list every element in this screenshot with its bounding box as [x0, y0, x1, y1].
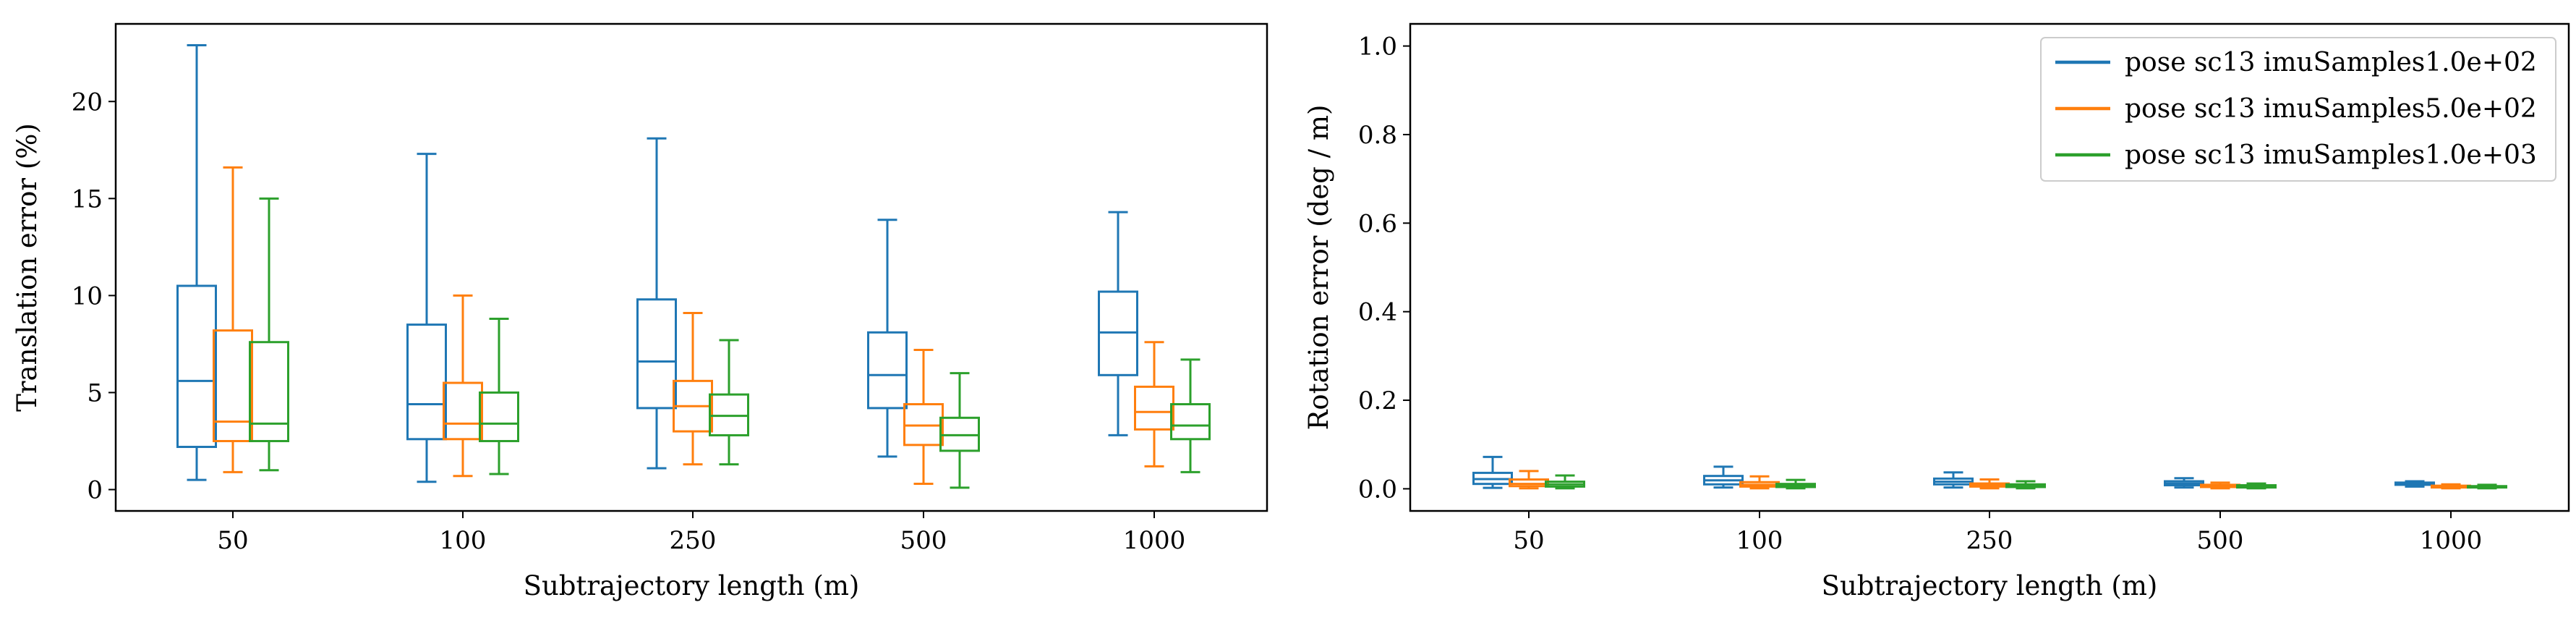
y-tick-label: 0.2 — [1358, 386, 1397, 415]
box-iqr — [1170, 403, 1211, 441]
box-s2-50 — [1509, 470, 1549, 490]
box-s3-250 — [2005, 480, 2046, 490]
legend: pose sc13 imuSamples1.0e+02 pose sc13 imu… — [2040, 37, 2556, 182]
box-iqr — [213, 329, 253, 442]
chart-panel-1: 0 5 10 15 20 50 100 250 500 1000 Subtrajectory len… — [12, 22, 1268, 601]
legend-entry: pose sc13 imuSamples1.0e+02 — [2125, 48, 2537, 77]
box-s3-500 — [2236, 482, 2277, 490]
box-s1-1000 — [2394, 480, 2435, 488]
box-s3-50 — [249, 197, 289, 472]
box-iqr — [1509, 478, 1549, 488]
x-tick-label: 1000 — [2420, 526, 2483, 555]
box-s2-1000 — [1134, 341, 1174, 468]
y-tick-label: 15 — [72, 185, 103, 213]
box-iqr — [867, 331, 908, 410]
y-tick-label: 5 — [87, 378, 103, 407]
box-iqr — [636, 298, 677, 410]
y-axis-label: Translation error (%) — [12, 123, 43, 412]
box-s2-50 — [213, 166, 253, 473]
legend-entry: pose sc13 imuSamples1.0e+03 — [2125, 140, 2537, 170]
y-tick-label: 0.0 — [1358, 475, 1397, 504]
box-s1-100 — [1703, 465, 1744, 489]
box-s1-50 — [1472, 455, 1513, 489]
box-iqr — [1134, 385, 1174, 431]
box-s3-50 — [1545, 474, 1585, 490]
box-s3-100 — [479, 318, 519, 475]
box-s1-250 — [636, 137, 677, 470]
legend-frame — [2040, 37, 2556, 182]
box-s2-250 — [673, 312, 713, 466]
x-tick-label: 250 — [670, 526, 717, 555]
box-s1-250 — [1933, 471, 1974, 489]
box-s2-100 — [1739, 475, 1780, 490]
y-tick-label: 0.8 — [1358, 121, 1397, 150]
box-s3-100 — [1775, 478, 1816, 490]
box-iqr — [406, 323, 447, 441]
x-tick-label: 500 — [2197, 526, 2244, 555]
x-tick-label: 50 — [1513, 526, 1544, 555]
box-s1-50 — [176, 43, 217, 481]
x-tick-label: 100 — [1736, 526, 1783, 555]
box-s1-500 — [867, 219, 908, 458]
box-s1-1000 — [1098, 211, 1138, 436]
x-axis-label: Subtrajectory length (m) — [1822, 570, 2158, 601]
x-tick-label: 250 — [1966, 526, 2013, 555]
y-axis-label: Rotation error (deg / m) — [1303, 105, 1334, 431]
box-s2-1000 — [2431, 483, 2471, 490]
y-tick-label: 0.6 — [1358, 209, 1397, 238]
box-iqr — [479, 391, 519, 442]
chart-panel-2: 0.0 0.2 0.4 0.6 0.8 1.0 50 100 250 500 1000 Subtraj… — [1303, 22, 2570, 601]
x-tick-label: 500 — [900, 526, 947, 555]
box-iqr — [443, 381, 483, 441]
box-s2-100 — [443, 294, 483, 478]
plot-frame — [114, 22, 1268, 512]
y-tick-label: 10 — [72, 282, 103, 310]
box-s3-250 — [709, 339, 749, 466]
plot-frame — [1409, 22, 2570, 512]
box-s2-250 — [1969, 478, 2010, 490]
x-tick-label: 1000 — [1123, 526, 1186, 555]
box-iqr — [249, 341, 289, 442]
y-tick-label: 20 — [72, 88, 103, 117]
box-s2-500 — [2200, 481, 2240, 490]
y-tick-label: 1.0 — [1358, 33, 1397, 62]
legend-entry: pose sc13 imuSamples5.0e+02 — [2125, 94, 2537, 124]
box-s3-500 — [939, 372, 980, 489]
x-tick-label: 50 — [217, 526, 248, 555]
box-s3-1000 — [1170, 358, 1211, 473]
box-s1-500 — [2164, 477, 2204, 489]
box-s1-100 — [406, 153, 447, 483]
x-axis-label: Subtrajectory length (m) — [524, 570, 860, 601]
box-iqr — [176, 284, 217, 449]
box-s2-500 — [903, 348, 944, 485]
y-tick-label: 0.4 — [1358, 298, 1397, 327]
y-tick-label: 0 — [87, 476, 103, 505]
box-s3-1000 — [2467, 483, 2507, 490]
x-tick-label: 100 — [440, 526, 487, 555]
